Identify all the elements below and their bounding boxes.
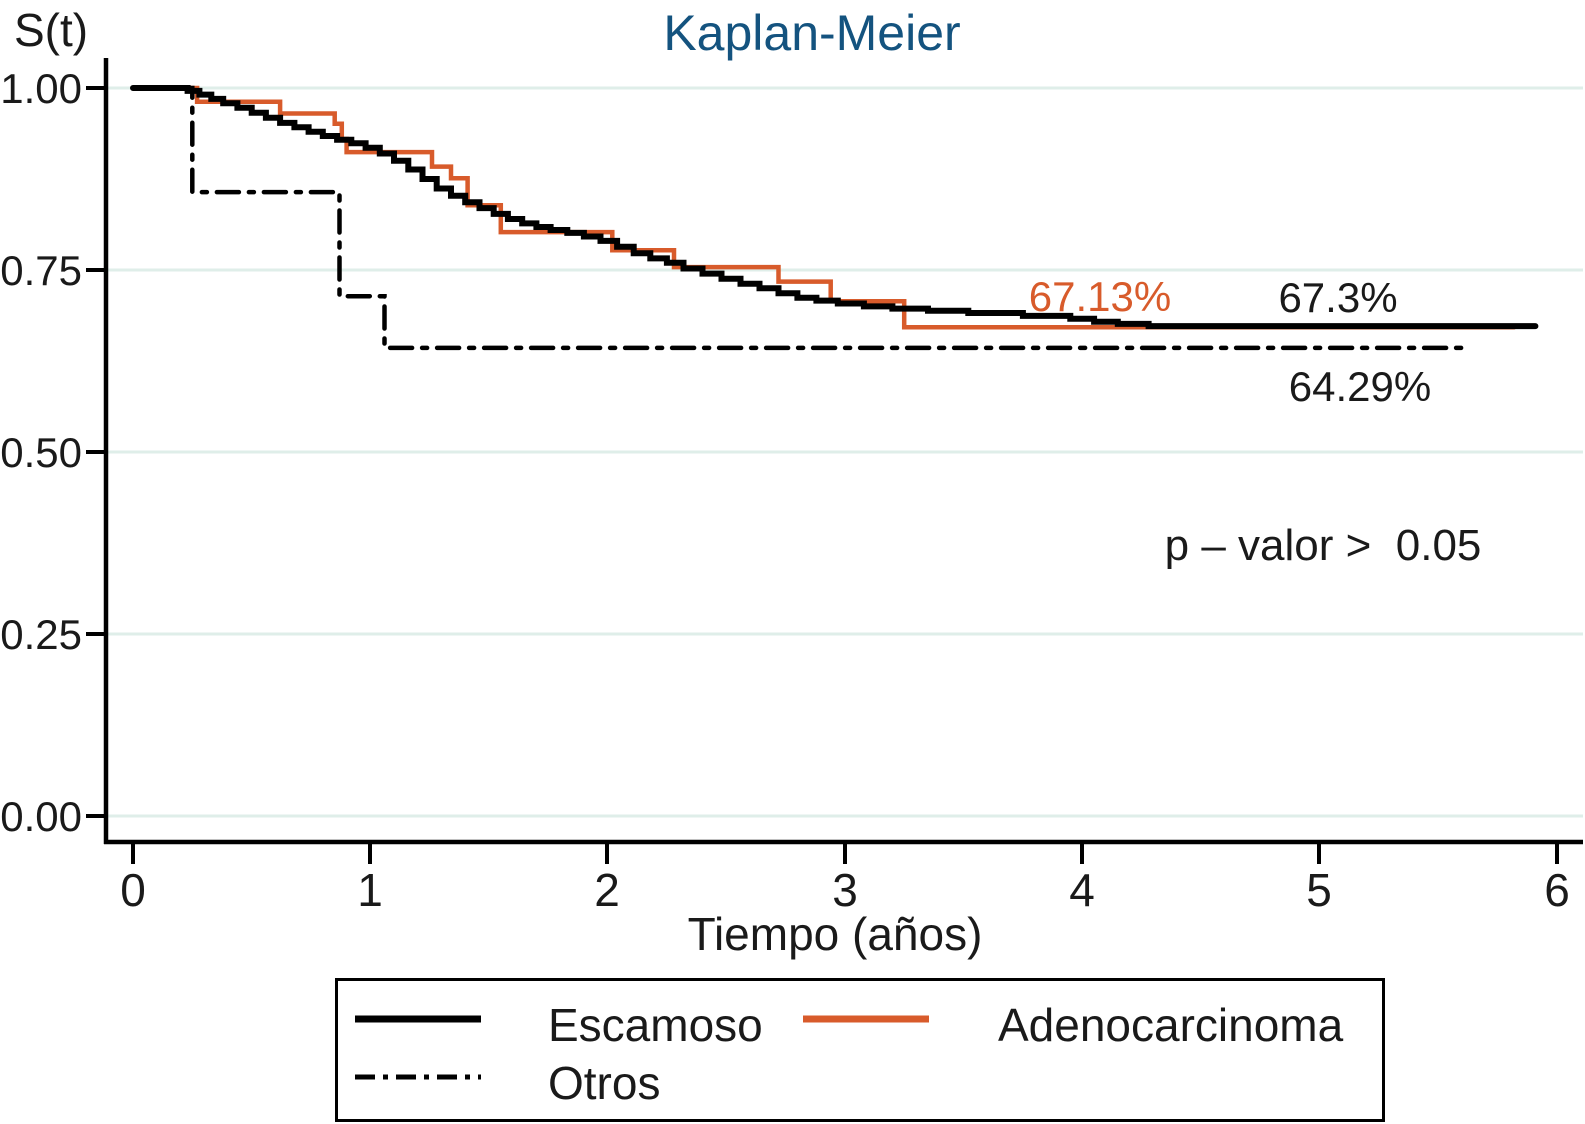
escamoso-line-swatch-icon — [355, 1015, 481, 1023]
gridlines — [108, 86, 1583, 818]
x-tick-label-6: 6 — [1544, 864, 1570, 916]
km-curve-otros — [130, 85, 1472, 351]
km-curve-adenocarcinoma — [130, 85, 1517, 330]
x-tick-label-2: 2 — [594, 864, 620, 916]
x-tick-label-0: 0 — [120, 864, 146, 916]
x-axis-title: Tiempo (años) — [688, 908, 983, 960]
adenocarcinoma-final-survival-label: 67.13% — [1028, 273, 1172, 320]
legend-swatch-escamoso — [353, 1012, 483, 1031]
x-tick-label-4: 4 — [1069, 864, 1095, 916]
y-tick-label-0.00: 0.00 — [0, 793, 82, 840]
adenocarcinoma-line-swatch-icon — [803, 1015, 929, 1023]
y-tick-label-0.25: 0.25 — [0, 611, 82, 658]
x-tick-label-5: 5 — [1306, 864, 1332, 916]
legend-swatch-adenocarcinoma — [801, 1012, 931, 1031]
p-value-annotation: p – valor > 0.05 — [1164, 521, 1482, 570]
km-curves — [130, 85, 1539, 351]
y-axis-title: S(t) — [14, 4, 88, 56]
otros-final-survival-label: 64.29% — [1288, 363, 1432, 410]
escamoso-final-survival-label: 67.3% — [1278, 274, 1398, 321]
x-tick-labels: 0 1 2 3 4 5 6 — [120, 864, 1570, 916]
legend-swatch-otros — [353, 1070, 483, 1089]
legend-label-escamoso: Escamoso — [548, 999, 763, 1051]
otros-dashdot-swatch-icon — [355, 1074, 481, 1080]
x-tick-label-3: 3 — [832, 864, 858, 916]
legend: Escamoso Adenocarcinoma Otros — [335, 978, 1385, 1122]
x-tick-marks — [131, 842, 1559, 864]
chart-title: Kaplan-Meier — [663, 5, 960, 61]
y-tick-label-0.75: 0.75 — [0, 247, 82, 294]
y-tick-label-0.50: 0.50 — [0, 429, 82, 476]
km-curve-escamoso — [130, 85, 1539, 330]
y-tick-labels: 1.00 0.75 0.50 0.25 0.00 — [0, 65, 82, 840]
legend-label-otros: Otros — [548, 1057, 661, 1109]
y-tick-marks — [86, 86, 106, 818]
y-tick-label-1.00: 1.00 — [0, 65, 82, 112]
legend-label-adenocarcinoma: Adenocarcinoma — [998, 999, 1344, 1051]
x-tick-label-1: 1 — [357, 864, 383, 916]
